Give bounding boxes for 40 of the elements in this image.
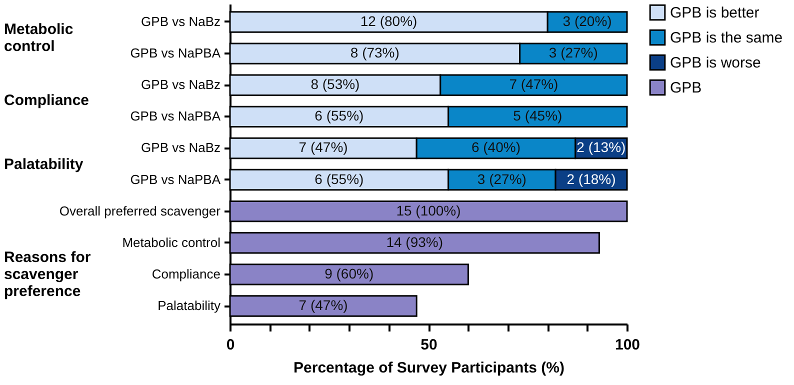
data-label: 3 (20%)	[562, 12, 612, 29]
data-label: 2 (18%)	[566, 170, 616, 187]
data-label: 5 (45%)	[513, 108, 562, 124]
data-label: 6 (40%)	[471, 139, 521, 156]
text: Reasons for scavenger preference	[4, 248, 92, 300]
y-tick-label: Metabolic control	[122, 234, 221, 250]
x-tick-label: 50	[420, 336, 438, 354]
y-tick-label: Overall preferred scavenger	[59, 203, 222, 218]
data-label: 7 (47%)	[298, 139, 348, 156]
x-tick-label: 0	[226, 336, 235, 354]
y-tick-label: GPB vs NaPBA	[130, 172, 221, 187]
text: Compliance	[4, 92, 90, 110]
data-label: 7 (47%)	[509, 76, 558, 92]
data-label: 15 (100%)	[396, 202, 461, 218]
y-tick-label: GPB vs NaBz	[141, 14, 220, 29]
y-tick-label: GPB vs NaBz	[141, 140, 220, 156]
data-label: 14 (93%)	[386, 234, 444, 250]
y-tick-label: Compliance	[152, 266, 220, 282]
legend-label: GPB is worse	[670, 54, 761, 72]
data-label: 3 (27%)	[548, 44, 598, 61]
y-tick-label: GPB vs NaPBA	[130, 108, 221, 124]
data-label: 9 (60%)	[324, 265, 374, 282]
x-tick-label: 100	[614, 336, 640, 354]
data-label: 2 (13%)	[576, 139, 626, 156]
data-label: 12 (80%)	[360, 12, 418, 29]
legend-label: GPB	[670, 80, 702, 96]
y-tick-label: GPB vs NaPBA	[130, 46, 221, 61]
legend-label: GPB is better	[670, 4, 760, 22]
data-label: 7 (47%)	[298, 297, 348, 314]
y-tick-label: GPB vs NaBz	[141, 77, 220, 92]
data-label: 6 (55%)	[314, 108, 364, 124]
data-label: 3 (27%)	[477, 170, 526, 187]
legend-label: GPB is the same	[670, 30, 783, 46]
x-axis-title: Percentage of Survey Participants (%)	[294, 360, 564, 376]
y-tick-label: Palatability	[158, 298, 221, 314]
data-label: 8 (73%)	[350, 44, 400, 61]
data-label: 8 (53%)	[310, 76, 360, 92]
text: Metabolic control	[4, 20, 74, 55]
text: Palatability	[4, 156, 84, 172]
data-label: 6 (55%)	[314, 170, 364, 187]
